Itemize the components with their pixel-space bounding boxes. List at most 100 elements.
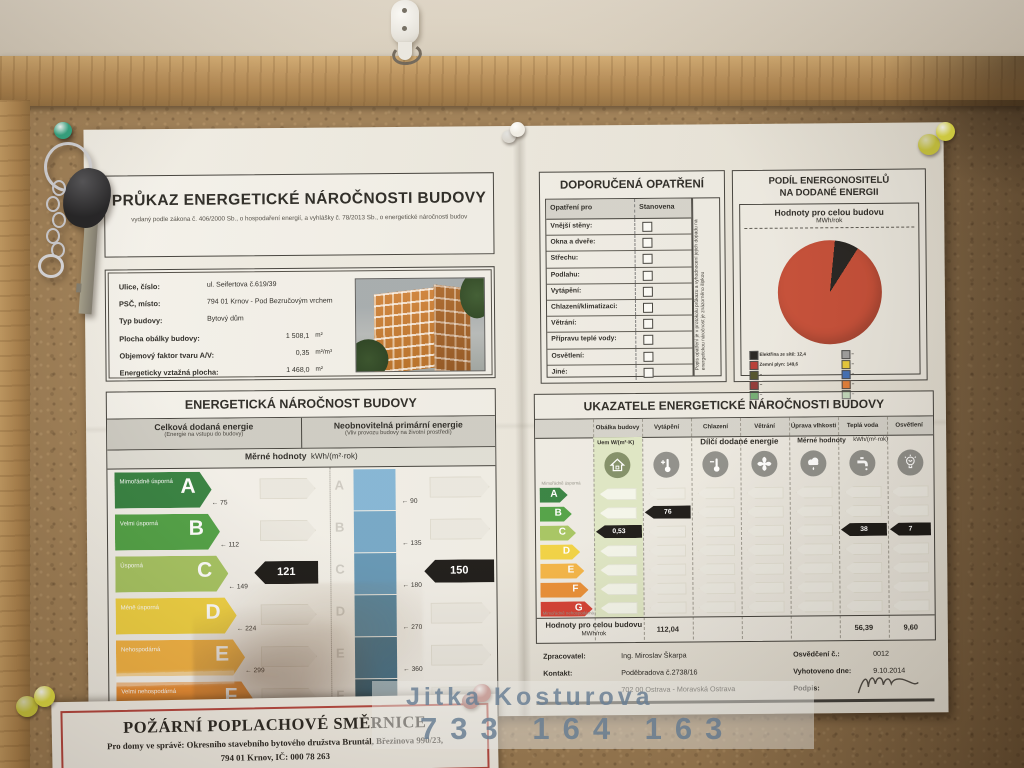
carriers-chart-area: Hodnoty pro celou budovu MWh/rok Elektři… [739, 202, 921, 400]
ind-class-e: E [540, 563, 584, 578]
energy-certificate-sheet: PRŮKAZ ENERGETICKÉ NÁROČNOSTI BUDOVY vyd… [83, 122, 949, 720]
energy-carriers-pie-chart [777, 239, 883, 345]
ghost-arrow [431, 644, 491, 666]
top-note: Mimořádně úsporná [541, 480, 581, 486]
checkbox [642, 254, 653, 265]
faucet-icon [849, 449, 876, 477]
recommended-measures-box: DOPORUČENÁ OPATŘENÍ Opatření pro Stanove… [538, 170, 727, 384]
energy-carriers-box: PODÍL ENERGONOSITELŮ NA DODANÉ ENERGII Ho… [731, 168, 928, 400]
ghost-arrow [429, 476, 489, 498]
checkbox [643, 367, 654, 378]
heating-marker: 76 [645, 505, 691, 518]
signature [853, 670, 923, 701]
ghost-arrow [261, 646, 317, 667]
small-key-ring [38, 254, 64, 278]
ind-class-a: A [540, 488, 568, 503]
measure-row: Osvětlení: [547, 347, 693, 366]
fan-icon [751, 450, 778, 477]
totals-row: Hodnoty pro celou budovu MWh/rok 112,04 … [536, 614, 935, 644]
ghost-arrow [261, 604, 317, 625]
watermark-name: Jitka Kosturova [406, 683, 654, 711]
threshold-primary-b: 135 [402, 540, 421, 547]
class-arrow-d: Méně úsporná D [116, 597, 237, 634]
faint-letter: A [334, 477, 345, 493]
column-separator [788, 417, 792, 639]
info-row: Typ budovy: Bytový dům [119, 315, 244, 326]
threshold-delivered-a: 75 [212, 500, 227, 507]
measure-row: Okna a dveře: [546, 234, 692, 253]
measure-row: Přípravu teplé vody: [547, 331, 693, 350]
threshold-primary-c: 180 [402, 582, 422, 589]
info-row: Plocha obálky budovy: 1 508,1 m² [119, 331, 323, 344]
threshold-primary-a: 90 [402, 498, 417, 505]
watermark-number: 733 164 163 [420, 711, 736, 746]
certificate-subtitle: vydaný podle zákona č. 406/2000 Sb., o h… [131, 213, 468, 224]
primary-scale-bar [354, 595, 397, 637]
primary-energy-marker: 150 [424, 559, 494, 583]
house-icon [604, 452, 631, 479]
primary-scale-bar [353, 511, 397, 553]
indicators-header: Obálka budovy Vytápění Chlazení Větrání … [534, 416, 934, 439]
checkbox [643, 335, 654, 346]
faint-letter: D [335, 603, 346, 619]
class-arrow-b: Velmi úsporná B [115, 514, 220, 551]
carriers-unit: MWh/rok [816, 217, 843, 225]
faint-letter: C [335, 561, 345, 577]
info-row: PSČ, místo: 794 01 Krnov - Pod Bezručovým… [118, 297, 333, 309]
recommended-table: Opatření pro Stanovena Vnější stěny: Okn… [545, 197, 694, 380]
measure-row: Podlahu: [546, 267, 692, 285]
hook-screw [402, 8, 407, 13]
faint-letter: E [335, 645, 345, 661]
delivered-energy-marker: 121 [254, 561, 318, 585]
ghost-arrow [260, 520, 316, 541]
ind-class-c: C [540, 525, 576, 540]
primary-scale-bar [354, 553, 397, 595]
info-row: Energeticky vztažná plocha: 1 468,0 m² [119, 365, 324, 378]
humidity-cloud-icon [800, 450, 827, 477]
threshold-primary-e: 360 [403, 666, 423, 673]
threshold-delivered-e: 299 [245, 667, 265, 674]
wall-hook [389, 0, 424, 67]
uem-subheader: Uem W/(m²·K) [597, 439, 635, 447]
board-frame-left [0, 100, 30, 768]
col-header: Úprava vlhkosti [790, 422, 837, 430]
chain-link [52, 180, 66, 196]
checkbox [642, 270, 653, 281]
ghost-arrow [430, 518, 490, 540]
ind-class-b: B [540, 507, 572, 522]
column-separator [690, 418, 694, 640]
bottom-note: Mimořádně nehospodárná [542, 610, 594, 616]
key-blade [78, 213, 99, 315]
ind-class-f: F [540, 582, 588, 597]
measure-row: Vnější stěny: [546, 218, 692, 236]
checkbox [643, 351, 654, 362]
envelope-marker: 0,53 [596, 525, 642, 538]
heating-thermometer-icon [653, 451, 680, 478]
primary-scale-bar [353, 469, 396, 511]
threshold-delivered-c: 149 [228, 583, 248, 590]
pie-legend: Elektřina ze sítě: 12,4 Zemní plyn: 149,… [749, 350, 915, 400]
energy-rating-title: ENERGETICKÁ NÁROČNOST BUDOVY [106, 389, 495, 420]
merne-subheader: Měrné hodnoty [797, 437, 846, 445]
certificate-header-box: PRŮKAZ ENERGETICKÉ NÁROČNOSTI BUDOVY vyd… [103, 172, 495, 258]
measure-row: Chlazení/klimatizaci: [546, 299, 693, 317]
primary-scale-bar [354, 637, 398, 679]
chain-link [52, 212, 66, 228]
ghost-arrow [431, 602, 491, 624]
checkbox [642, 237, 653, 249]
measure-row: Vytápění: [546, 283, 692, 301]
total-hot-water: 56,39 [854, 622, 874, 633]
column-divider [329, 467, 333, 720]
faint-letter: B [334, 519, 345, 535]
threshold-delivered-d: 224 [237, 625, 256, 632]
ind-class-d: D [540, 544, 580, 559]
key-ring-with-keys [26, 118, 136, 318]
total-heating: 112,04 [656, 624, 679, 634]
building-info-box: Ulice, číslo: ul. Seifertova č.619/39 PSČ… [104, 266, 496, 382]
class-arrow-c: Úsporná C [115, 556, 228, 593]
hook-body [391, 0, 419, 44]
unit-subheader: kWh/(m²·rok) [853, 436, 889, 444]
processor-footer: Zpracovatel: Ing. Miroslav Škarpa Kontak… [543, 646, 935, 701]
indicators-title: UKAZATELE ENERGETICKÉ NÁROČNOSTI BUDOVY [534, 391, 933, 420]
